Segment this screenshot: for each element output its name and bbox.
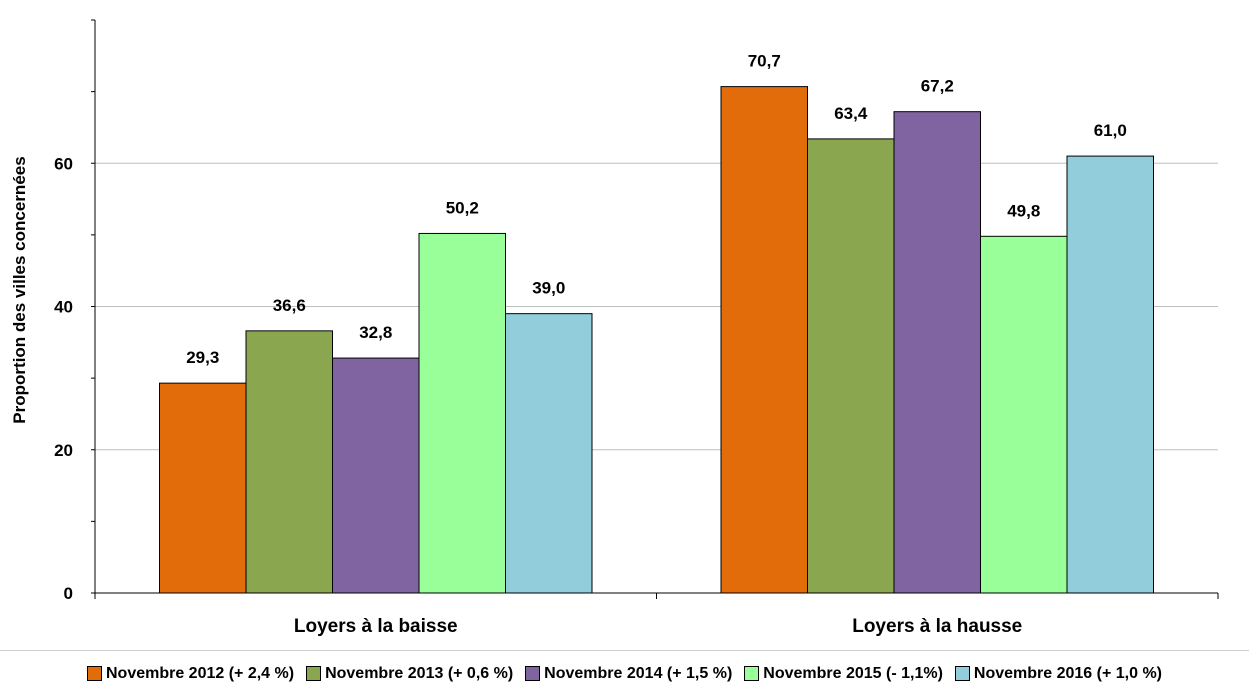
legend-item: Novembre 2012 (+ 2,4 %) xyxy=(86,664,295,683)
legend-item: Novembre 2014 (+ 1,5 %) xyxy=(525,665,732,683)
legend-swatch xyxy=(306,666,322,681)
legend-label: Novembre 2012 (+ 2,4 %) xyxy=(105,664,295,682)
y-tick-label: 0 xyxy=(64,584,73,603)
bar xyxy=(893,111,981,594)
axes: 0 20 40 60 Loyers à la baisse Loyers à la hau… xyxy=(54,19,1219,637)
legend-swatch xyxy=(525,666,541,681)
legend-label: Novembre 2014 (+ 1,5 %) xyxy=(544,664,733,682)
y-tick-label: 40 xyxy=(54,298,73,317)
legend-swatch xyxy=(744,666,760,681)
legend-label: Novembre 2013 (+ 0,6 %) xyxy=(325,664,514,682)
data-label: 36,6 xyxy=(273,296,306,315)
y-tick-label: 20 xyxy=(54,441,73,460)
bar xyxy=(980,235,1068,594)
data-label: 49,8 xyxy=(1007,201,1040,220)
data-label: 50,2 xyxy=(446,198,479,217)
data-label: 29,3 xyxy=(186,348,219,367)
data-labels: 29,3 70,7 36,6 63,4 32,8 67,2 50,2 49,8 39,0 61,0 xyxy=(186,52,1127,368)
bar xyxy=(245,330,333,594)
category-label: Loyers à la baisse xyxy=(294,616,458,637)
bar xyxy=(418,232,506,594)
data-label: 70,7 xyxy=(748,52,781,71)
data-label: 67,2 xyxy=(921,77,954,96)
bar-chart: 0 20 40 60 Loyers à la baisse Loyers à la hau… xyxy=(10,19,1219,637)
y-tick-label: 60 xyxy=(54,154,73,173)
bar xyxy=(505,313,593,594)
legend-label: Novembre 2015 (- 1,1%) xyxy=(763,664,943,682)
legend-item: Novembre 2016 (+ 1,0 %) xyxy=(954,664,1162,683)
data-label: 63,4 xyxy=(834,104,868,123)
bar xyxy=(1066,155,1154,594)
legend-item: Novembre 2013 (+ 0,6 %) xyxy=(306,665,513,683)
legend-swatch xyxy=(954,666,970,681)
legend-swatch xyxy=(86,666,102,681)
bar xyxy=(807,138,895,594)
bars xyxy=(159,86,1154,594)
bar xyxy=(332,357,420,594)
legend: Novembre 2012 (+ 2,4 %) Novembre 2013 (+ … xyxy=(0,650,1249,696)
y-axis-title: Proportion des villes concernées xyxy=(10,156,29,423)
data-label: 32,8 xyxy=(359,323,392,342)
data-label: 61,0 xyxy=(1094,121,1127,140)
category-label: Loyers à la hausse xyxy=(852,616,1022,637)
data-label: 39,0 xyxy=(532,279,565,298)
bar xyxy=(159,382,247,594)
bar xyxy=(720,86,808,594)
legend-label: Novembre 2016 (+ 1,0 %) xyxy=(973,664,1162,682)
legend-item: Novembre 2015 (- 1,1%) xyxy=(744,665,943,683)
